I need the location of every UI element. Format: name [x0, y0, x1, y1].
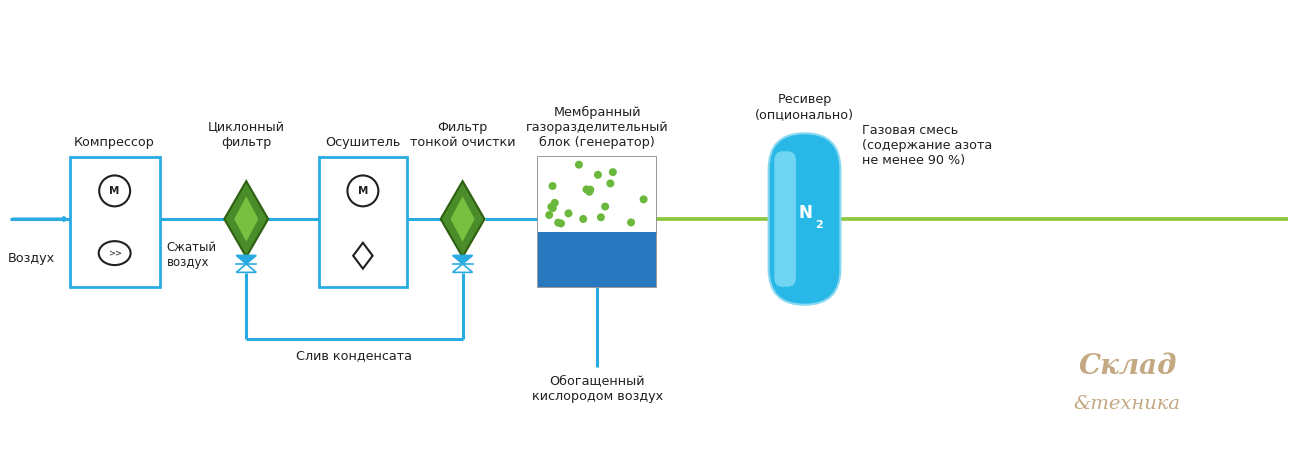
Circle shape	[550, 205, 556, 211]
Text: Циклонный
фильтр: Циклонный фильтр	[208, 121, 285, 149]
Text: Ресивер
(опционально): Ресивер (опционально)	[755, 93, 854, 121]
Circle shape	[586, 189, 593, 195]
Text: Мембранный
газоразделительный
блок (генератор): Мембранный газоразделительный блок (гене…	[526, 106, 668, 149]
Polygon shape	[441, 181, 485, 257]
Circle shape	[580, 216, 586, 222]
Circle shape	[576, 161, 582, 168]
Circle shape	[555, 220, 562, 226]
Text: 2: 2	[815, 220, 823, 230]
Text: Компрессор: Компрессор	[74, 136, 155, 149]
Text: M: M	[358, 186, 368, 196]
Text: Сжатый
воздух: Сжатый воздух	[166, 241, 217, 269]
Polygon shape	[452, 255, 473, 264]
FancyBboxPatch shape	[538, 157, 656, 233]
Circle shape	[550, 183, 556, 189]
Circle shape	[598, 214, 604, 220]
Circle shape	[566, 210, 572, 217]
Polygon shape	[452, 264, 473, 273]
Polygon shape	[237, 255, 256, 264]
Text: Слив конденсата: Слив конденсата	[296, 348, 412, 361]
Text: N: N	[798, 204, 812, 222]
Text: Фильтр
тонкой очистки: Фильтр тонкой очистки	[410, 121, 515, 149]
Polygon shape	[451, 196, 474, 242]
Polygon shape	[234, 196, 259, 242]
Polygon shape	[225, 181, 268, 257]
Text: Газовая смесь
(содержание азота
не менее 90 %): Газовая смесь (содержание азота не менее…	[862, 124, 993, 167]
FancyBboxPatch shape	[768, 133, 840, 305]
Polygon shape	[237, 264, 256, 273]
Circle shape	[549, 203, 555, 210]
FancyBboxPatch shape	[775, 151, 796, 287]
Circle shape	[551, 199, 558, 206]
Text: Воздух: Воздух	[8, 252, 55, 265]
FancyBboxPatch shape	[538, 233, 656, 287]
Circle shape	[584, 186, 590, 193]
FancyBboxPatch shape	[538, 157, 656, 287]
Circle shape	[602, 203, 608, 210]
Circle shape	[588, 186, 594, 193]
Circle shape	[558, 220, 564, 227]
FancyBboxPatch shape	[70, 157, 160, 287]
Circle shape	[594, 172, 601, 178]
FancyBboxPatch shape	[318, 157, 407, 287]
Polygon shape	[354, 243, 373, 269]
Circle shape	[628, 219, 634, 226]
Text: M: M	[109, 186, 120, 196]
Text: >>: >>	[108, 249, 122, 258]
Text: Обогащенный
кислородом воздух: Обогащенный кислородом воздух	[532, 374, 663, 403]
Text: &техника: &техника	[1074, 396, 1180, 414]
Circle shape	[610, 169, 616, 176]
Circle shape	[546, 211, 552, 218]
Circle shape	[607, 180, 614, 187]
Circle shape	[641, 196, 647, 202]
Text: Осушитель: Осушитель	[325, 136, 400, 149]
Text: Склад: Склад	[1079, 353, 1176, 380]
